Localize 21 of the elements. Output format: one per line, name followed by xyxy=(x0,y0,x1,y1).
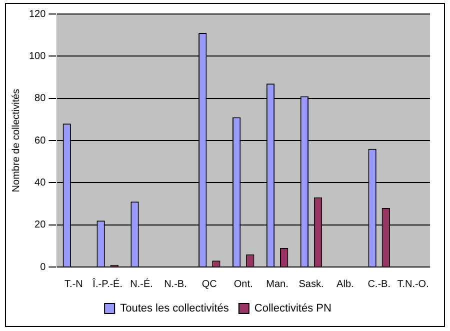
x-tick-label: N.-É. xyxy=(130,278,153,290)
x-tick-label: T.-N xyxy=(64,278,83,290)
x-tick-label: Sask. xyxy=(298,278,324,290)
x-tick-label: C.-B. xyxy=(368,278,390,290)
x-tick-label: Î.-P.-É. xyxy=(92,278,123,290)
x-tick-label: T.N.-O. xyxy=(397,278,429,290)
x-tick-label: N.-B. xyxy=(164,278,187,290)
x-tick-label: Man. xyxy=(266,278,288,290)
y-axis-title: Nombre de collectivités xyxy=(10,88,22,192)
y-tick-label: 60 xyxy=(34,135,46,146)
y-tick-label: 0 xyxy=(40,262,46,273)
legend-label: Toutes les collectivités xyxy=(120,302,230,315)
y-tick-label: 40 xyxy=(34,177,46,188)
y-tick-label: 120 xyxy=(28,8,46,20)
x-tick-label: Ont. xyxy=(234,278,253,290)
legend-label: Collectivités PN xyxy=(254,302,332,315)
y-tick-label: 20 xyxy=(34,220,46,231)
y-tick-label: 80 xyxy=(34,93,46,104)
x-tick-label: QC xyxy=(202,278,217,290)
y-tick-label: 100 xyxy=(28,50,46,62)
x-tick-label: Alb. xyxy=(336,278,354,290)
